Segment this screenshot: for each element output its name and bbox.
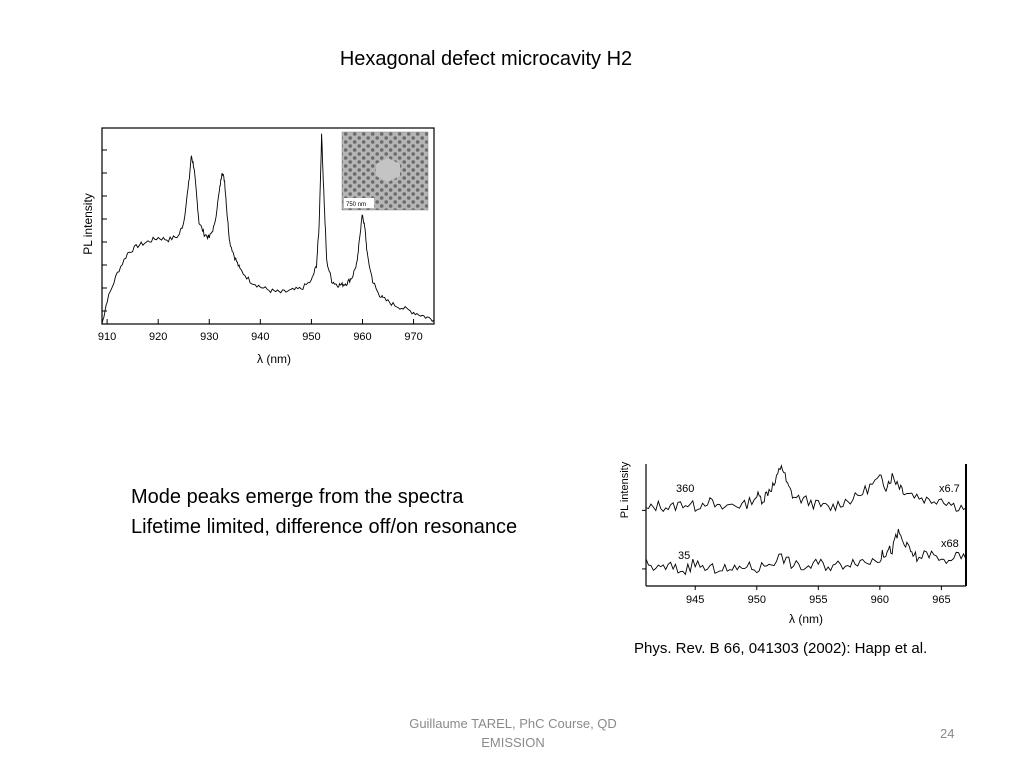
- chart2-xlabel: λ (nm): [789, 612, 823, 626]
- chart1-xtick-label: 960: [353, 331, 371, 343]
- series-label-35: 35: [678, 550, 690, 562]
- bullet-list: Mode peaks emerge from the spectra Lifet…: [131, 482, 517, 542]
- pl-spectrum-chart: 910 920 930 940 950 960 970 λ (nm) PL intensit…: [81, 127, 435, 366]
- chart1-frame: [101, 127, 435, 325]
- footer: Guillaume TAREL, PhC Course, QD EMISSION: [380, 714, 646, 752]
- bullet-item: Lifetime limited, difference off/on reso…: [131, 516, 518, 538]
- footer-line-1: Guillaume TAREL, PhC Course, QD: [409, 716, 617, 731]
- chart2-series-line-35: [645, 528, 967, 576]
- page-number: 24: [940, 726, 955, 741]
- chart2-xticks: 945 950 955 960 965: [686, 586, 951, 606]
- series-annotation-x6.7: x6.7: [939, 483, 960, 495]
- chart1-xtick-label: 940: [251, 331, 269, 343]
- footer-line-2: EMISSION: [481, 735, 545, 750]
- bullet-item: Mode peaks emerge from the spectra: [131, 486, 464, 508]
- chart1-xtick-label: 950: [302, 331, 320, 343]
- series-label-360: 360: [676, 483, 694, 495]
- chart2-xtick-label: 945: [686, 594, 704, 606]
- chart1-xlabel: λ (nm): [257, 352, 291, 366]
- chart2-xtick-label: 960: [871, 594, 889, 606]
- chart1-series-line: [101, 133, 435, 325]
- chart2-xtick-label: 950: [748, 594, 766, 606]
- inset-scale-label: 750 nm: [346, 202, 366, 208]
- series-annotation-x68: x68: [941, 538, 959, 550]
- chart2-xtick-label: 955: [809, 594, 827, 606]
- chart1-plot: [101, 127, 435, 325]
- chart1-xtick-label: 970: [404, 331, 422, 343]
- chart2-xtick-label: 965: [932, 594, 950, 606]
- citation: Phys. Rev. B 66, 041303 (2002): Happ et …: [634, 640, 928, 657]
- chart1-ylabel: PL intensity: [81, 193, 95, 255]
- chart1-xtick-label: 910: [98, 331, 116, 343]
- chart2-plot: [642, 464, 967, 587]
- chart2-ylabel: PL intensity: [619, 461, 631, 518]
- resonance-spectra-chart: 945 950 955 960 965 λ (nm) PL intensity 360 …: [619, 461, 967, 626]
- chart1-xtick-label: 930: [200, 331, 218, 343]
- chart1-xtick-label: 920: [149, 331, 167, 343]
- phc-inset-image: 750 nm: [341, 131, 429, 211]
- slide-title: Hexagonal defect microcavity H2: [339, 48, 633, 70]
- chart1-xticks: 910 920 930 940 950 960 970: [98, 319, 423, 343]
- chart2-series-line-360: [645, 464, 967, 513]
